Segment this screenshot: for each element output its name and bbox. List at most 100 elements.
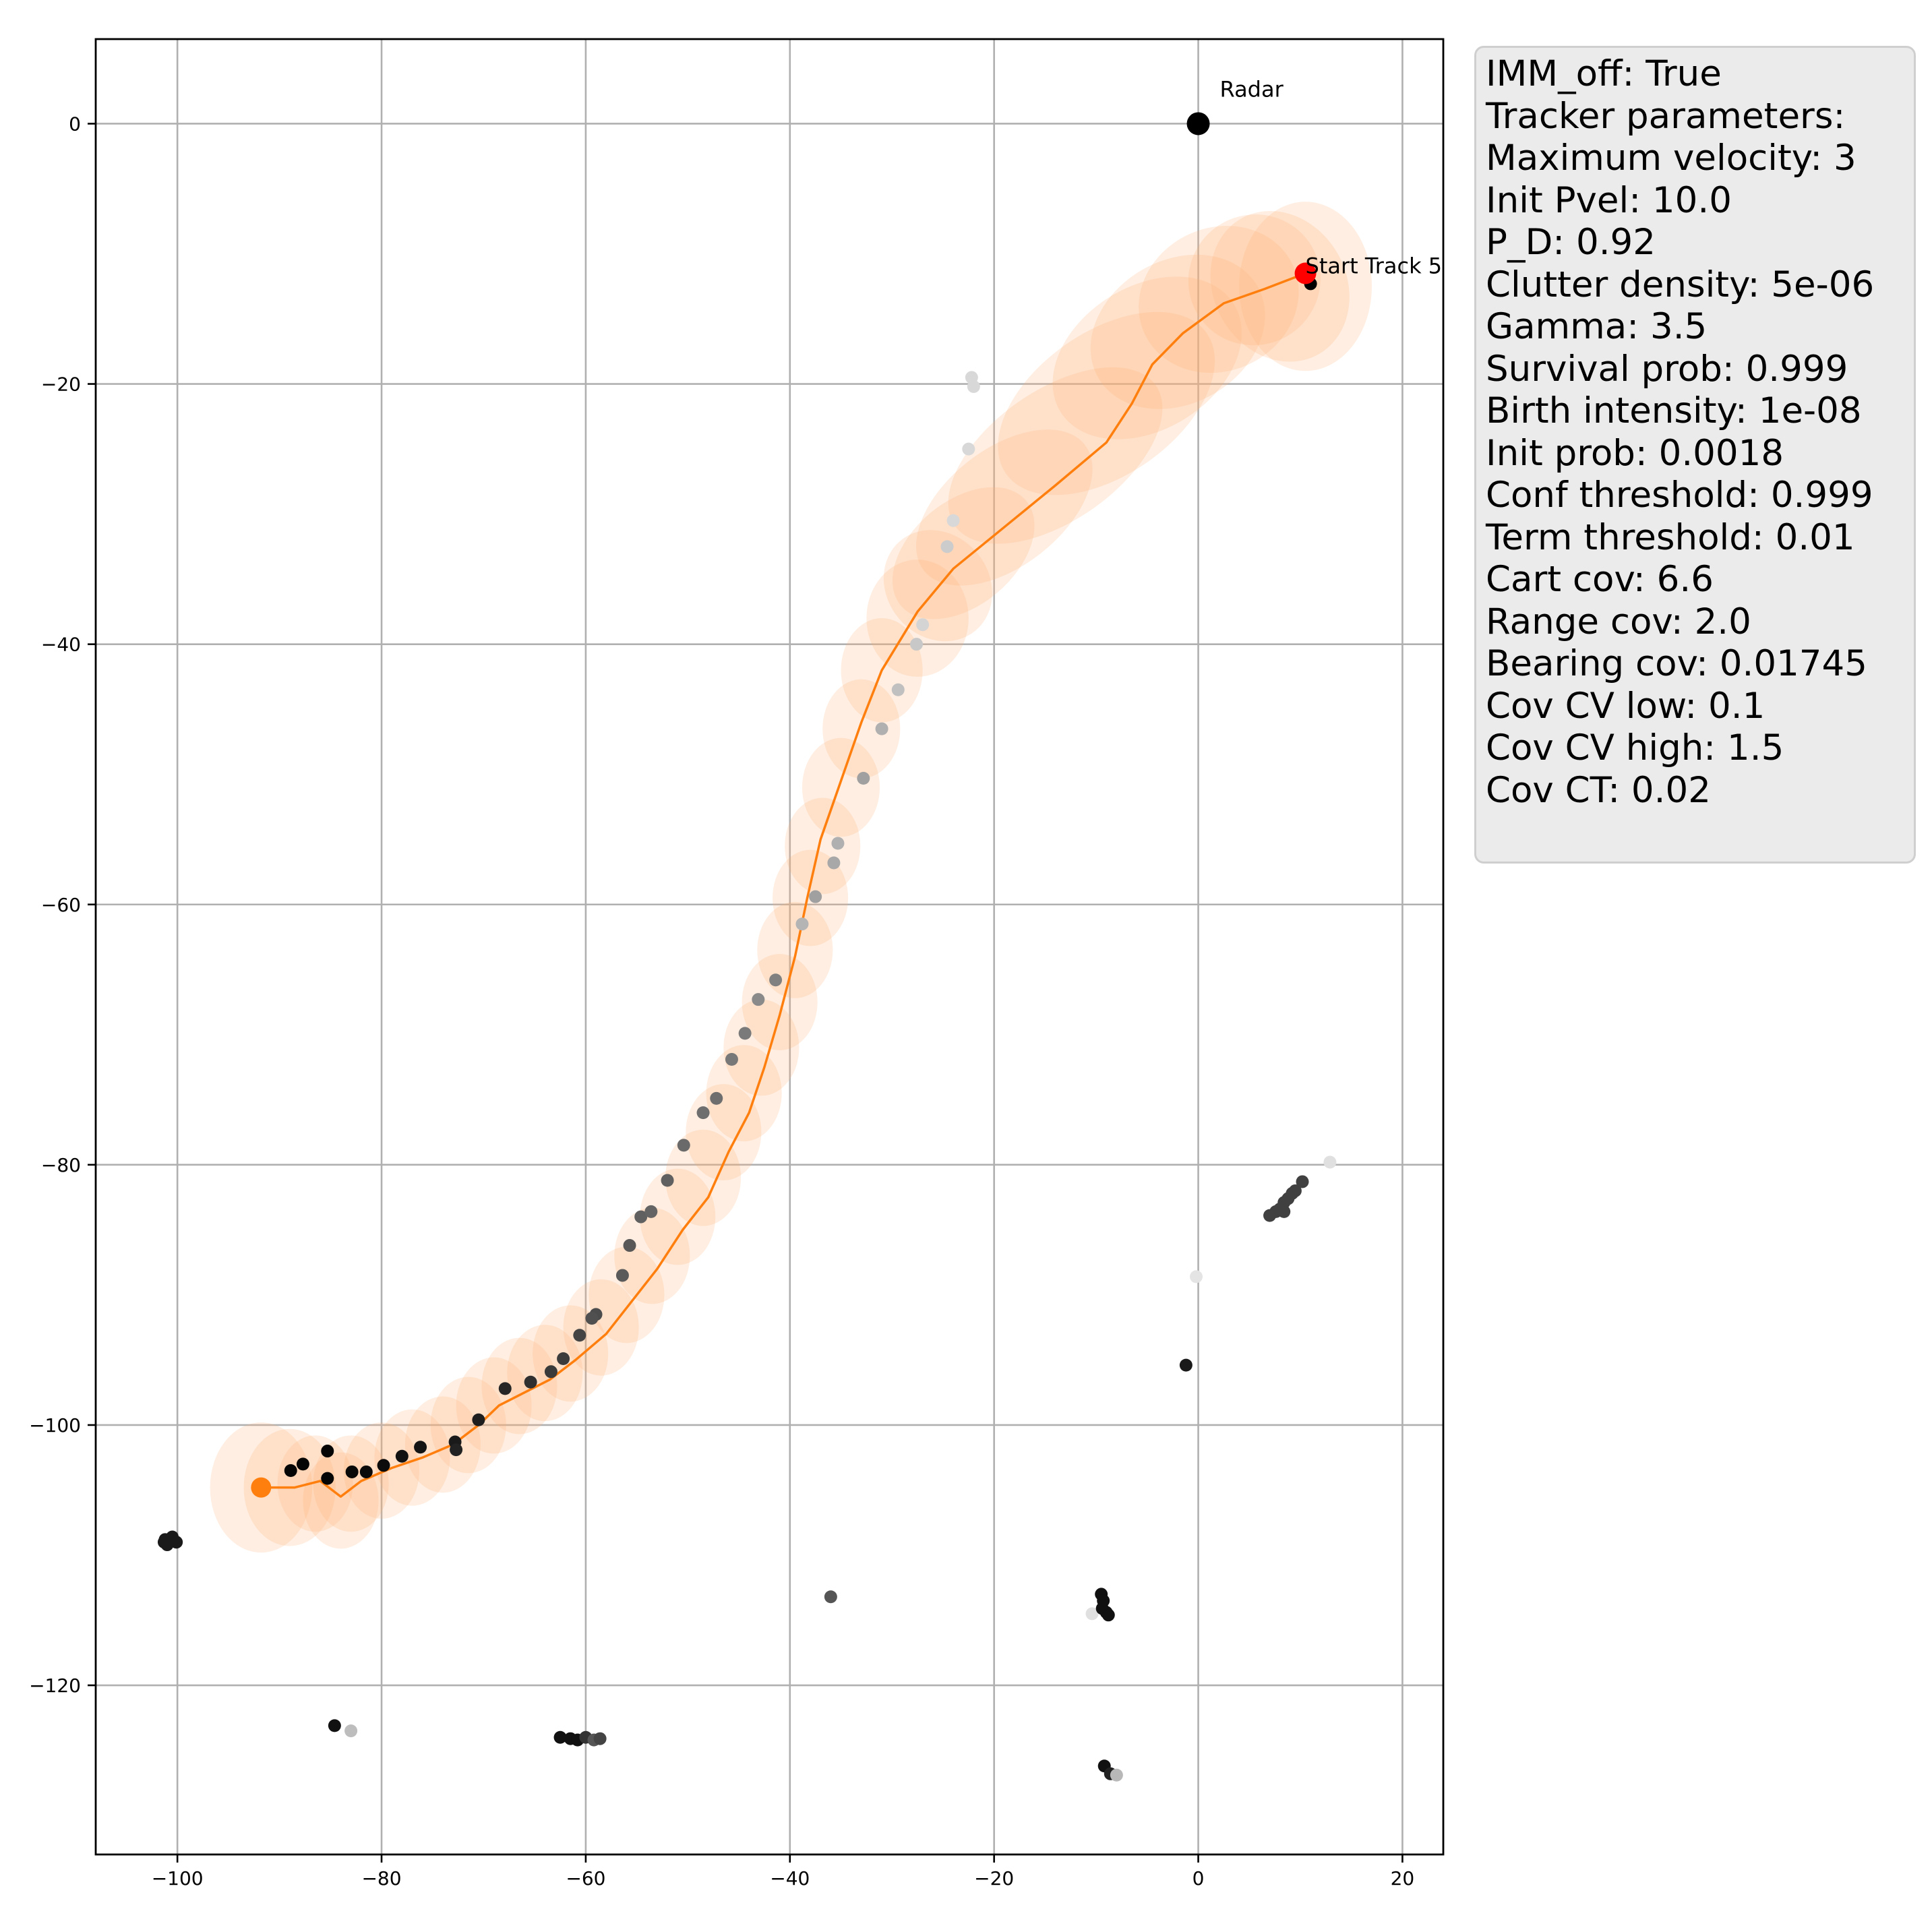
measurement-point	[1323, 1155, 1337, 1169]
legend-line: Birth intensity: 1e-08	[1486, 390, 1862, 431]
measurement-point	[284, 1464, 297, 1478]
measurement-point	[450, 1443, 463, 1457]
measurement-point	[809, 890, 822, 903]
track-end-marker	[251, 1477, 272, 1498]
measurement-point	[615, 1269, 629, 1282]
y-tick-label: 0	[69, 113, 81, 135]
measurement-point	[1085, 1607, 1099, 1621]
y-tick-label: −120	[29, 1674, 81, 1697]
covariance-ellipse	[456, 1357, 532, 1454]
measurement-point	[328, 1719, 341, 1732]
covariance-ellipse	[916, 429, 1093, 586]
x-tick-label: 0	[1193, 1867, 1205, 1890]
measurement-point	[1179, 1358, 1193, 1372]
measurement-points	[157, 277, 1337, 1782]
annotations: Radar Start Track 5	[1220, 76, 1443, 278]
covariance-ellipse	[1090, 254, 1265, 409]
measurement-point	[1110, 1768, 1123, 1782]
measurement-point	[321, 1445, 334, 1458]
measurement-point	[553, 1730, 567, 1744]
legend-line: Cart cov: 6.6	[1486, 559, 1714, 600]
measurement-point	[831, 837, 845, 850]
legend-line: Gamma: 3.5	[1486, 306, 1708, 347]
legend-line: Conf threshold: 0.999	[1486, 475, 1873, 516]
y-tick-label: −100	[29, 1414, 81, 1437]
covariance-ellipse	[866, 560, 969, 677]
covariance-ellipse	[892, 487, 1035, 620]
covariance-ellipse	[723, 999, 799, 1096]
covariance-ellipse	[614, 1207, 690, 1304]
measurement-point	[677, 1139, 690, 1152]
covariance-ellipse	[802, 737, 880, 837]
legend-line: Cov CV low: 0.1	[1486, 685, 1765, 727]
measurement-point	[573, 1329, 586, 1342]
measurement-point	[824, 1590, 837, 1604]
measurement-point	[623, 1239, 636, 1252]
measurement-point	[414, 1441, 427, 1454]
legend-line: P_D: 0.92	[1486, 222, 1656, 263]
legend-line: Cov CT: 0.02	[1486, 769, 1711, 811]
covariance-ellipse	[640, 1168, 716, 1265]
covariance-ellipse	[374, 1409, 450, 1506]
track-estimate-line	[261, 272, 1306, 1498]
x-tick-label: −60	[566, 1867, 605, 1890]
measurement-point	[962, 442, 975, 456]
measurement-point	[827, 856, 841, 870]
measurement-point	[710, 1091, 723, 1105]
measurement-point	[395, 1449, 409, 1463]
measurement-point	[752, 993, 765, 1006]
measurement-point	[544, 1365, 557, 1379]
covariance-ellipse	[588, 1246, 665, 1344]
measurement-point	[170, 1536, 183, 1549]
measurement-point	[359, 1465, 373, 1478]
x-tick-label: −100	[152, 1867, 204, 1890]
x-tick-label: 20	[1391, 1867, 1415, 1890]
measurement-point	[661, 1174, 674, 1187]
y-tick-label: −80	[41, 1154, 81, 1176]
covariance-ellipse	[277, 1435, 353, 1532]
covariance-ellipse	[785, 797, 861, 895]
measurement-point	[891, 683, 905, 696]
measurement-point	[644, 1205, 658, 1218]
tracker-parameters-box: IMM_off: True Tracker parameters: Maximum …	[1474, 46, 1916, 864]
legend-line: Init Pvel: 10.0	[1486, 179, 1732, 221]
measurement-point	[1101, 1608, 1115, 1622]
legend-line: IMM_off: True	[1486, 53, 1722, 94]
measurement-point	[557, 1352, 570, 1365]
y-tick-label: −40	[41, 634, 81, 656]
covariance-ellipse	[313, 1435, 389, 1532]
covariance-ellipse	[1052, 276, 1242, 440]
measurement-point	[857, 772, 870, 785]
measurement-point	[940, 540, 954, 553]
covariance-ellipse	[742, 954, 818, 1050]
covariance-ellipse	[481, 1337, 557, 1435]
legend-line: Range cov: 2.0	[1486, 601, 1751, 642]
axes-frame	[94, 38, 1445, 1856]
covariance-ellipse	[948, 367, 1163, 544]
x-tick-label: −80	[361, 1867, 401, 1890]
start-track-label: Start Track 5	[1306, 253, 1443, 278]
y-tick-label: −60	[41, 894, 81, 916]
legend-line: Clutter density: 5e-06	[1486, 264, 1875, 305]
covariance-ellipse	[665, 1129, 742, 1226]
measurement-point	[910, 638, 924, 651]
measurement-point	[634, 1210, 648, 1224]
legend-line: Survival prob: 0.999	[1486, 348, 1848, 390]
measurement-point	[769, 973, 783, 987]
covariance-ellipses	[210, 202, 1372, 1553]
tick-marks: −100 −80 −60 −40 −20 0 20 0 −20 −40 −60 −80 −100 −120	[29, 113, 1414, 1890]
measurement-point	[345, 1465, 359, 1478]
measurement-point	[1190, 1270, 1203, 1284]
covariance-ellipse	[404, 1396, 481, 1493]
x-tick-label: −40	[770, 1867, 810, 1890]
measurement-point	[593, 1732, 607, 1745]
x-tick-label: −20	[974, 1867, 1014, 1890]
legend-line: Term threshold: 0.01	[1486, 516, 1855, 558]
legend-line: Maximum velocity: 3	[1486, 138, 1856, 179]
covariance-ellipse	[1188, 214, 1321, 346]
radar-label: Radar	[1220, 76, 1284, 102]
measurement-point	[696, 1106, 710, 1120]
grid-lines	[96, 39, 1443, 1854]
measurement-point	[296, 1457, 309, 1471]
